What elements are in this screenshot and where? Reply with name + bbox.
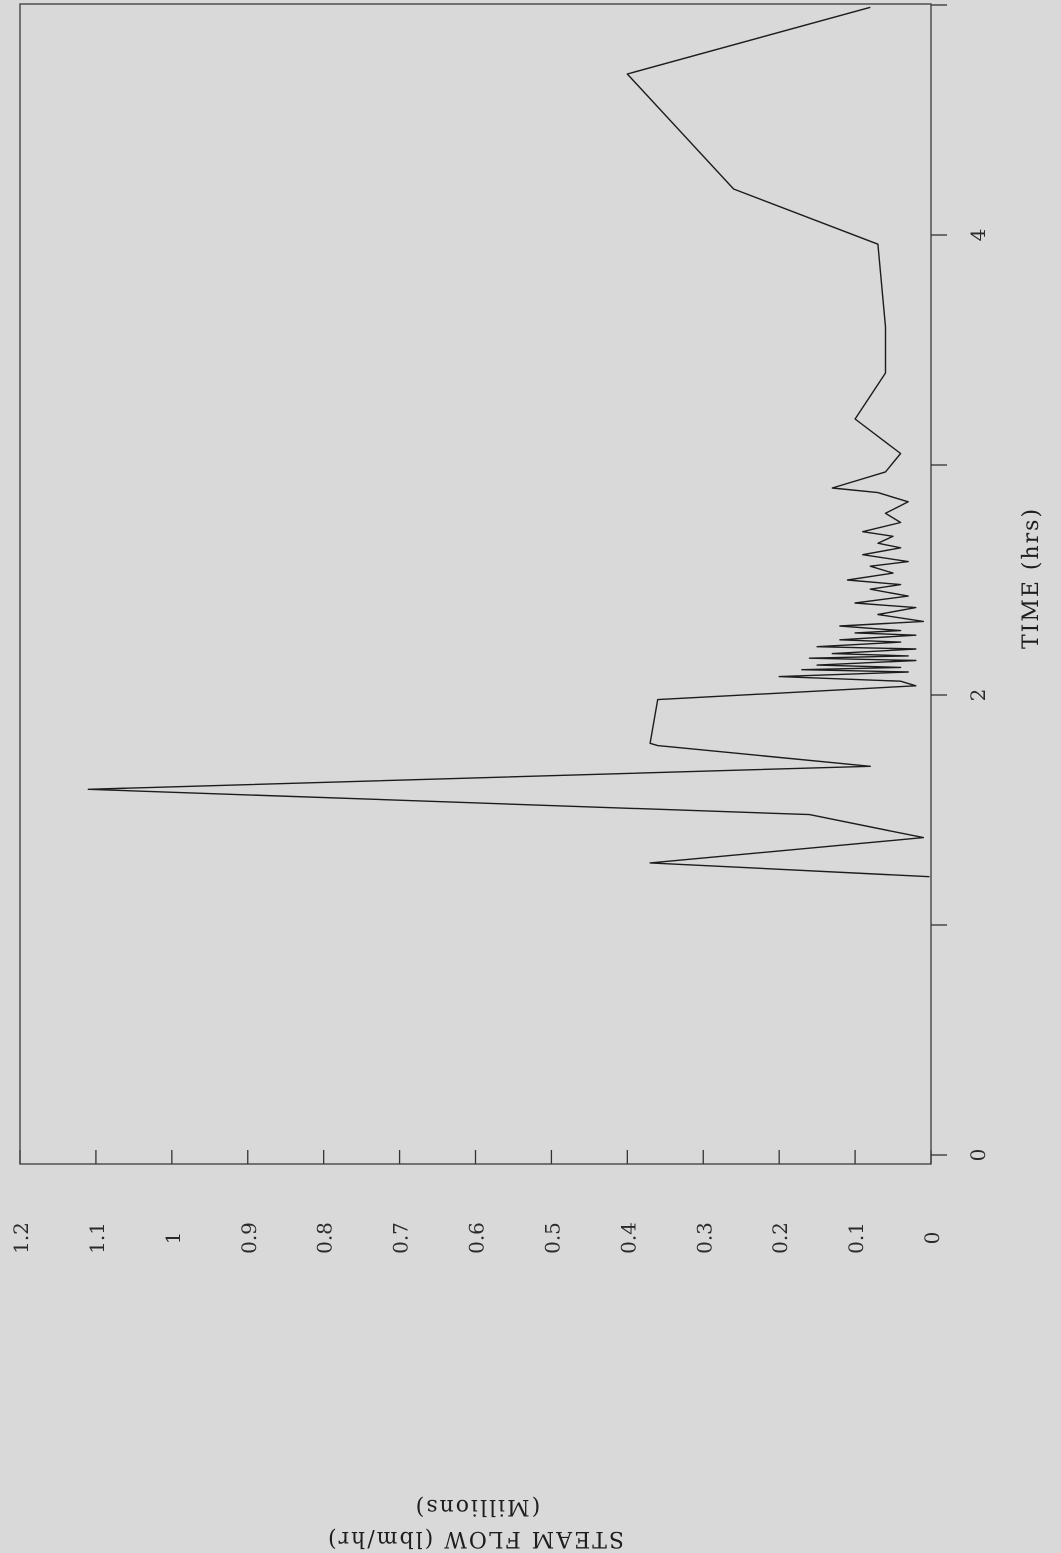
flow-tick-label: 0.5 [540,1222,564,1254]
flow-tick-label: 0.1 [844,1222,868,1254]
flow-tick-label: 0 [920,1232,944,1245]
time-tick-label: 2 [966,689,990,702]
time-tick-label: 0 [966,1149,990,1162]
flow-tick-label: 1.1 [85,1222,109,1254]
flow-tick-label: 0.6 [465,1222,489,1254]
plot-frame [19,3,932,1165]
flow-axis-ticks: 0 0.1 0.2 0.3 0.4 0.5 0.6 0.7 0.8 0.9 1 1.1 1.2 [9,1150,944,1254]
flow-tick-label: 1 [161,1232,185,1245]
steam-flow-series-line [87,6,930,878]
time-axis-ticks: 0 2 4 [931,4,990,1162]
flow-tick-label: 0.7 [389,1222,413,1254]
y-axis-title: STEAM FLOW (lbm/hr) [326,1526,624,1551]
time-tick-label: 4 [966,229,990,242]
flow-tick-label: 0.3 [692,1222,716,1254]
flow-tick-label: 0.9 [237,1222,261,1254]
flow-tick-label: 1.2 [9,1222,33,1254]
x-axis-title: TIME (hrs) [1019,507,1044,649]
flow-tick-label: 0.4 [616,1222,640,1254]
flow-tick-label: 0.8 [313,1222,337,1254]
y-axis-units: (Millions) [414,1494,541,1519]
flow-tick-label: 0.2 [768,1222,792,1254]
